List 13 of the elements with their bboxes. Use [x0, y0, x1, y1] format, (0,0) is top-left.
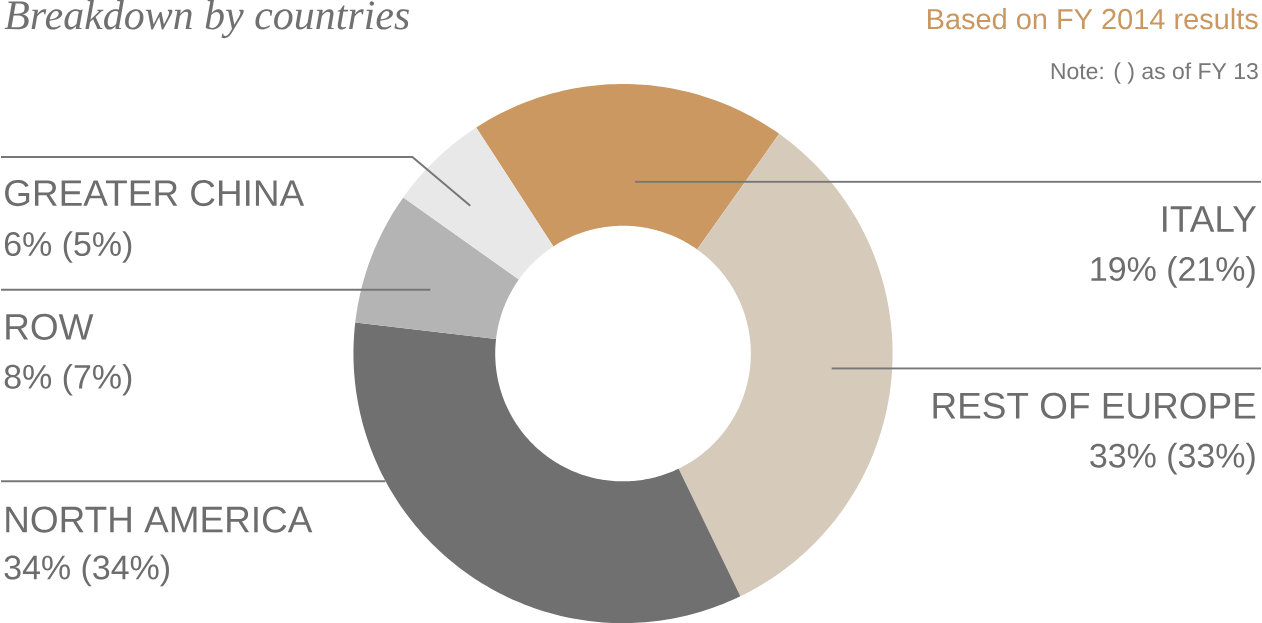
chart-title: Breakdown by countries	[4, 0, 409, 39]
slice-label: NORTH AMERICA	[6, 506, 313, 533]
chart-subtitle: Based on FY 2014 results	[928, 8, 1258, 30]
slice-label: ROW	[6, 313, 94, 340]
data-label: 8% (7%)	[4, 363, 132, 396]
slice-label: ITALY	[1163, 206, 1257, 232]
data-label: 19% (21%)	[1091, 256, 1255, 288]
slice-label: REST OF EUROPE	[933, 392, 1256, 419]
data-label: 6% (5%)	[4, 231, 132, 263]
data-label: 34% (34%)	[4, 554, 169, 587]
slice-label: GREATER CHINA	[5, 179, 305, 207]
data-label: 33% (33%)	[1090, 442, 1255, 475]
text: Note: ( ) as of FY 13	[1051, 62, 1258, 84]
